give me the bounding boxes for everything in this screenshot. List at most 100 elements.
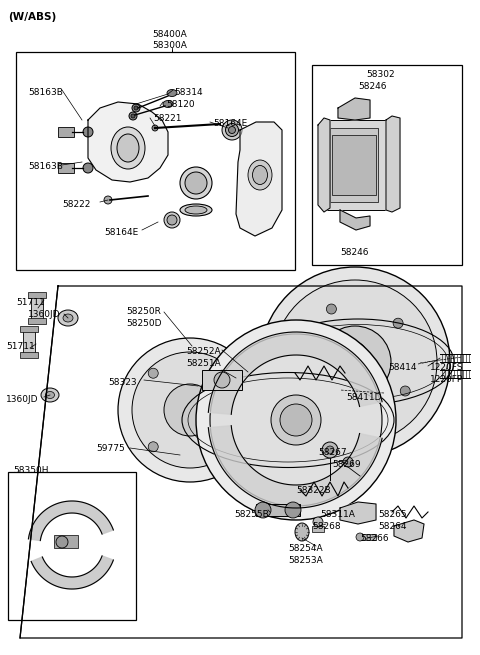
Text: 58253A: 58253A [288, 556, 323, 565]
Bar [54, 535, 78, 548]
Ellipse shape [280, 404, 312, 436]
Circle shape [273, 280, 437, 444]
Bar [360, 534, 376, 540]
Text: 58268: 58268 [312, 522, 341, 531]
Bar [256, 504, 300, 516]
Circle shape [148, 368, 158, 378]
Circle shape [132, 104, 140, 112]
Polygon shape [208, 332, 382, 415]
Text: 51711: 51711 [16, 298, 45, 307]
Circle shape [393, 318, 403, 328]
Polygon shape [386, 116, 400, 212]
Bar [58, 163, 74, 173]
Text: 58222: 58222 [62, 200, 90, 209]
Text: 58300A: 58300A [152, 41, 187, 50]
Ellipse shape [185, 206, 207, 214]
Bar [312, 65, 462, 265]
Circle shape [164, 384, 216, 436]
Text: (W/ABS): (W/ABS) [8, 12, 56, 22]
Circle shape [56, 536, 68, 548]
Ellipse shape [41, 388, 59, 402]
Circle shape [129, 112, 137, 120]
Bar [20, 352, 38, 358]
Polygon shape [236, 122, 282, 236]
Circle shape [343, 457, 353, 467]
Text: 58350H: 58350H [13, 466, 48, 475]
Circle shape [132, 352, 248, 468]
Bar [202, 370, 242, 390]
Bar [8, 472, 136, 620]
Circle shape [322, 442, 338, 458]
Circle shape [313, 517, 323, 527]
Ellipse shape [228, 126, 236, 134]
Circle shape [326, 446, 334, 454]
Ellipse shape [252, 166, 267, 185]
Ellipse shape [111, 127, 145, 169]
Text: 58255B: 58255B [234, 510, 269, 519]
Bar [28, 318, 46, 324]
Ellipse shape [46, 392, 55, 398]
Ellipse shape [180, 167, 212, 199]
Ellipse shape [196, 320, 396, 520]
Circle shape [152, 125, 158, 131]
Circle shape [338, 414, 348, 424]
Text: 58264: 58264 [378, 522, 407, 531]
Ellipse shape [222, 120, 242, 140]
Text: 58414: 58414 [388, 363, 417, 372]
Circle shape [400, 386, 410, 396]
Ellipse shape [104, 196, 112, 204]
Circle shape [222, 441, 232, 452]
Text: 58252A: 58252A [186, 347, 221, 356]
Ellipse shape [180, 204, 212, 216]
Ellipse shape [271, 395, 321, 445]
Ellipse shape [63, 314, 73, 322]
Text: 58251A: 58251A [186, 359, 221, 368]
Circle shape [260, 267, 450, 457]
Text: 58267: 58267 [318, 448, 347, 457]
Circle shape [326, 304, 336, 314]
Circle shape [148, 441, 158, 452]
Circle shape [131, 114, 135, 118]
Text: 58164E: 58164E [104, 228, 138, 237]
Ellipse shape [167, 215, 177, 225]
Text: 58120: 58120 [166, 100, 194, 109]
Circle shape [356, 533, 364, 541]
Text: 1360JD: 1360JD [6, 395, 38, 404]
Ellipse shape [185, 172, 207, 194]
Text: 1220FP: 1220FP [430, 375, 463, 384]
Text: 58400A: 58400A [152, 30, 187, 39]
Ellipse shape [163, 100, 173, 107]
Text: 58302: 58302 [366, 70, 395, 79]
Circle shape [83, 127, 93, 137]
Text: 58246: 58246 [340, 248, 369, 257]
Text: 58163B: 58163B [28, 88, 63, 97]
Circle shape [214, 372, 230, 388]
Text: 58266: 58266 [360, 534, 389, 543]
Bar [332, 135, 376, 195]
Ellipse shape [167, 90, 177, 96]
Polygon shape [340, 502, 376, 524]
Polygon shape [338, 98, 370, 120]
Polygon shape [340, 210, 370, 230]
Text: 58411D: 58411D [346, 393, 382, 402]
Bar [20, 326, 38, 332]
Ellipse shape [117, 134, 139, 162]
Circle shape [285, 502, 301, 518]
Ellipse shape [295, 523, 309, 541]
Text: 1220FS: 1220FS [430, 363, 464, 372]
Circle shape [255, 502, 271, 518]
Polygon shape [208, 426, 382, 508]
Ellipse shape [248, 160, 272, 190]
Text: 58163B: 58163B [28, 162, 63, 171]
Text: 58246: 58246 [358, 82, 386, 91]
Ellipse shape [210, 334, 382, 506]
Bar [58, 127, 74, 137]
Polygon shape [88, 102, 168, 182]
Circle shape [292, 363, 302, 373]
Text: 58314: 58314 [174, 88, 203, 97]
Circle shape [319, 326, 391, 398]
Ellipse shape [164, 212, 180, 228]
Text: 58269: 58269 [332, 460, 360, 469]
Text: 1360JD: 1360JD [28, 310, 60, 319]
Text: 58323: 58323 [108, 378, 137, 387]
